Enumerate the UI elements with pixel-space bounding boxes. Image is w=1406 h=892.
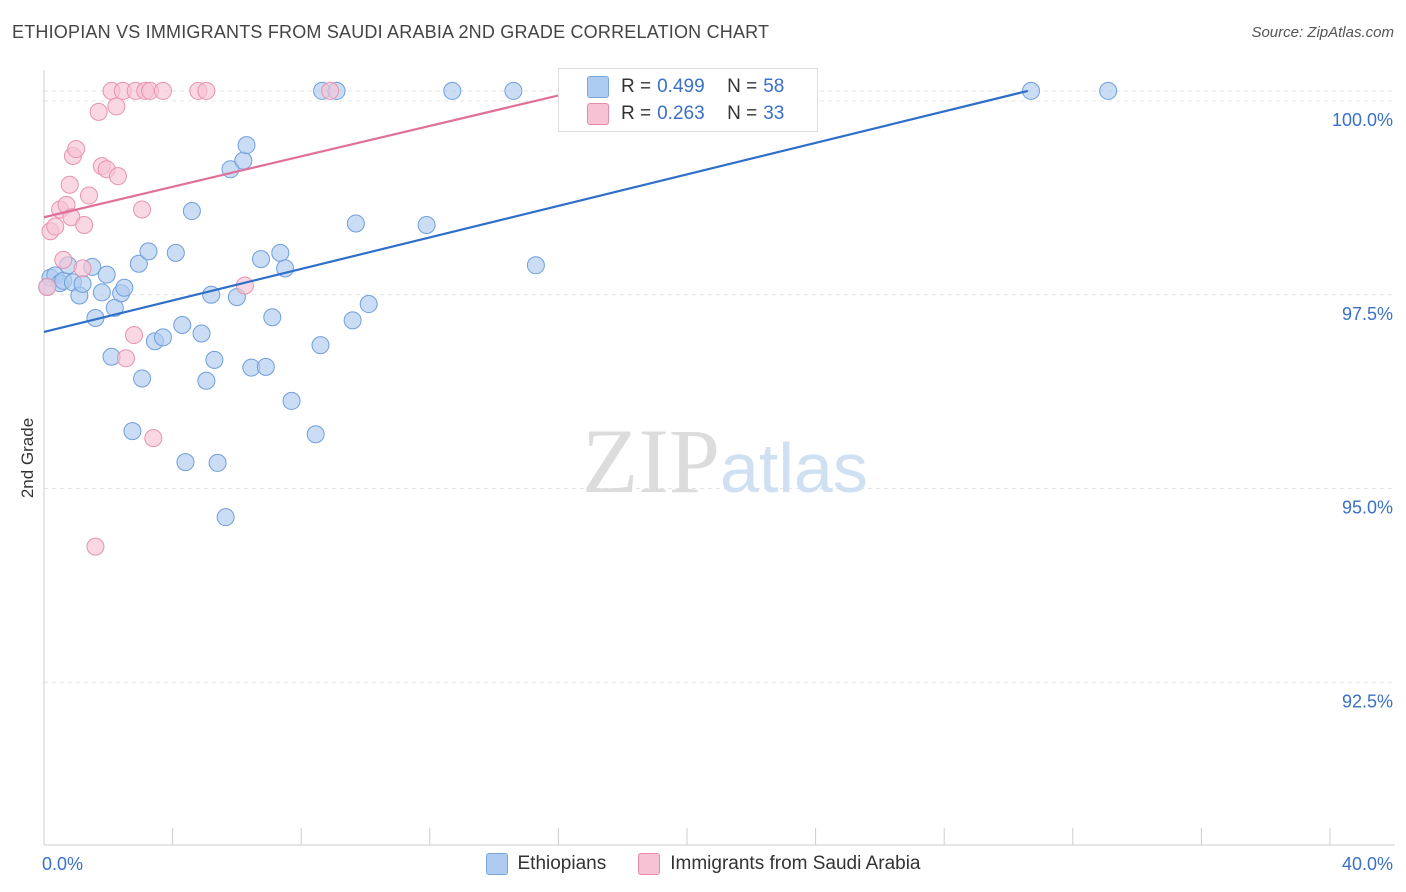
ethiopians-legend-swatch	[485, 853, 508, 875]
saudi-point	[321, 81, 340, 100]
saudi-point	[197, 81, 216, 100]
saudi-trend-line	[43, 89, 578, 219]
x-tick-label-min: 0.0%	[42, 854, 83, 874]
ethiopians-point	[256, 357, 275, 376]
ethiopians-point	[73, 274, 92, 293]
ethiopians-point	[197, 371, 216, 390]
ethiopians-point	[216, 508, 235, 527]
saudi-point	[235, 276, 254, 295]
ethiopians-point	[359, 295, 378, 314]
ethiopians-point	[97, 265, 116, 284]
ethiopians-point	[139, 242, 158, 261]
ethiopians-point	[443, 81, 462, 100]
y-tick-label: 97.5%	[1342, 304, 1393, 324]
ethiopians-point	[129, 254, 148, 273]
saudi-point	[60, 175, 79, 194]
saudi-point	[116, 349, 135, 368]
ethiopians-point	[123, 422, 142, 441]
n-value: 58	[763, 76, 785, 97]
ethiopians-point	[153, 328, 172, 347]
ethiopians-trend-line	[43, 89, 1029, 334]
saudi-legend-swatch	[638, 853, 661, 875]
saudi-point	[125, 326, 144, 345]
source-label: Source: ZipAtlas.com	[1251, 24, 1394, 41]
r-label: R =	[621, 76, 652, 97]
saudi-point	[133, 200, 152, 219]
saudi-point	[46, 217, 65, 236]
ethiopians-point	[182, 202, 201, 221]
axes	[43, 70, 1395, 846]
y-tick-label: 100.0%	[1332, 110, 1393, 130]
stats-row-saudi: R = 0.263 N = 33	[587, 102, 784, 126]
tick-labels: 100.0% 97.5% 95.0% 92.5% 0.0% 40.0%	[42, 110, 1393, 874]
ethiopians-point	[504, 81, 523, 100]
legend-label-saudi: Immigrants from Saudi Arabia	[670, 853, 921, 874]
saudi-point	[108, 167, 127, 186]
saudi-point	[144, 429, 163, 448]
ethiopians-point	[1022, 81, 1041, 100]
saudi-point	[80, 186, 99, 205]
ethiopians-point	[306, 425, 325, 444]
chart-title: ETHIOPIAN VS IMMIGRANTS FROM SAUDI ARABI…	[12, 22, 770, 42]
ethiopians-swatch	[587, 76, 609, 98]
x-tick-label-max: 40.0%	[1342, 854, 1393, 874]
ethiopians-point	[166, 243, 185, 262]
watermark-zip: ZIP	[582, 410, 720, 512]
n-label: N =	[727, 103, 758, 124]
legend-item-saudi[interactable]: Immigrants from Saudi Arabia	[638, 852, 921, 876]
saudi-point	[67, 140, 86, 159]
r-label: R =	[621, 103, 652, 124]
saudi-point	[38, 278, 57, 296]
watermark-atlas: atlas	[720, 429, 868, 507]
r-value: 0.263	[657, 103, 705, 124]
trend-lines	[43, 89, 1029, 334]
ethiopians-point	[115, 278, 134, 297]
grid-lines	[44, 90, 1395, 683]
ethiopians-point	[192, 324, 211, 343]
y-tick-label: 92.5%	[1342, 691, 1393, 711]
saudi-point	[89, 102, 108, 121]
ethiopians-point	[234, 151, 253, 170]
ethiopians-point	[526, 256, 545, 275]
stats-legend: R = 0.499 N = 58 R = 0.263 N = 33	[558, 68, 818, 132]
ethiopians-point	[271, 243, 290, 262]
series-legend: Ethiopians Immigrants from Saudi Arabia	[0, 852, 1406, 876]
data-points	[38, 81, 1118, 556]
ethiopians-point	[173, 315, 192, 334]
ethiopians-point	[176, 453, 195, 472]
y-tick-label: 95.0%	[1342, 498, 1393, 518]
saudi-point	[73, 259, 92, 278]
ethiopians-point	[263, 308, 282, 327]
n-value: 33	[763, 103, 785, 124]
ethiopians-point	[282, 391, 301, 410]
ethiopians-point	[205, 350, 224, 369]
ethiopians-point	[133, 369, 152, 388]
ethiopians-point	[311, 336, 330, 355]
ethiopians-point	[208, 453, 227, 472]
stats-row-ethiopians: R = 0.499 N = 58	[587, 75, 784, 99]
r-value: 0.499	[657, 76, 705, 97]
legend-label-ethiopians: Ethiopians	[517, 853, 607, 874]
ethiopians-point	[237, 136, 256, 155]
saudi-point	[86, 537, 105, 556]
ethiopians-point	[346, 214, 365, 233]
saudi-swatch	[587, 103, 609, 125]
ethiopians-point	[1099, 81, 1118, 100]
n-label: N =	[727, 76, 758, 97]
saudi-point	[153, 81, 172, 100]
ethiopians-point	[343, 311, 362, 330]
saudi-point	[75, 216, 94, 234]
saudi-point	[107, 97, 126, 116]
legend-item-ethiopians[interactable]: Ethiopians	[485, 852, 607, 876]
ethiopians-point	[92, 283, 111, 302]
ethiopians-point	[252, 250, 271, 269]
ethiopians-point	[417, 216, 436, 234]
saudi-point	[54, 250, 73, 269]
